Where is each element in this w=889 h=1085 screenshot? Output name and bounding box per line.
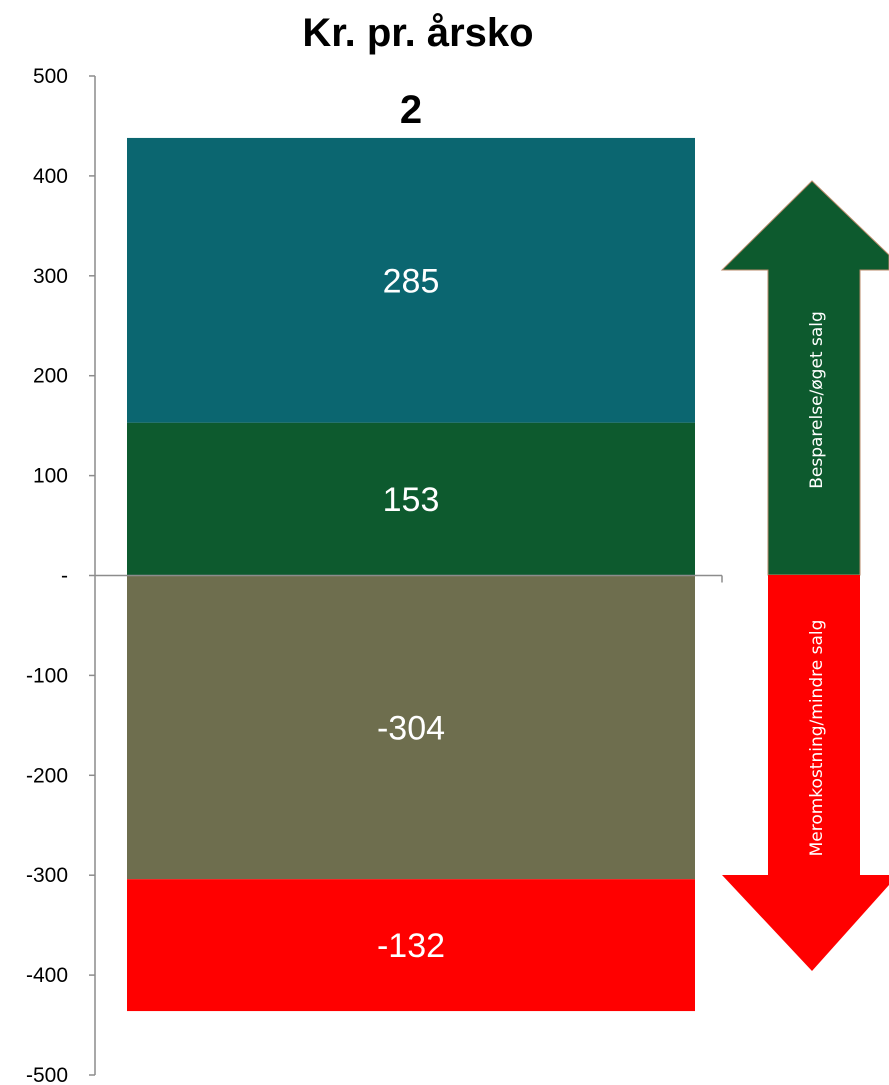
data-label-2: 285 — [383, 262, 440, 300]
up-arrow — [720, 180, 889, 576]
y-tick-label: -100 — [26, 664, 68, 687]
y-tick-label: -500 — [26, 1064, 68, 1085]
y-tick-label: -400 — [26, 964, 68, 987]
annotation-arrows: Besparelse/øget salg Meromkostning/mindre… — [720, 180, 889, 971]
category-label: 2 — [400, 88, 422, 132]
bar-segment-4 — [127, 879, 695, 1012]
data-label-4: -132 — [377, 927, 445, 965]
chart-title: Kr. pr. årsko — [302, 11, 533, 55]
down-arrow-label: Meromkostning/mindre salg — [807, 620, 827, 857]
data-label-3: -304 — [377, 709, 445, 747]
y-tick-label: - — [61, 565, 68, 588]
y-tick-label: 300 — [33, 265, 68, 288]
up-arrow-label: Besparelse/øget salg — [807, 311, 827, 489]
y-tick-label: 100 — [33, 465, 68, 488]
y-tick-label: 200 — [33, 365, 68, 388]
y-tick-label: -200 — [26, 764, 68, 787]
data-label-1: 153 — [383, 481, 440, 519]
y-tick-label: 500 — [33, 65, 68, 88]
bar-segment-2 — [127, 137, 695, 423]
bar-segments: 153 285 -304 -132 2 — [127, 88, 695, 1012]
bar-segment-1 — [127, 422, 695, 576]
bar-segment-3 — [127, 575, 695, 880]
y-tick-label: 400 — [33, 165, 68, 188]
down-arrow — [722, 575, 889, 971]
y-tick-label: -300 — [26, 864, 68, 887]
